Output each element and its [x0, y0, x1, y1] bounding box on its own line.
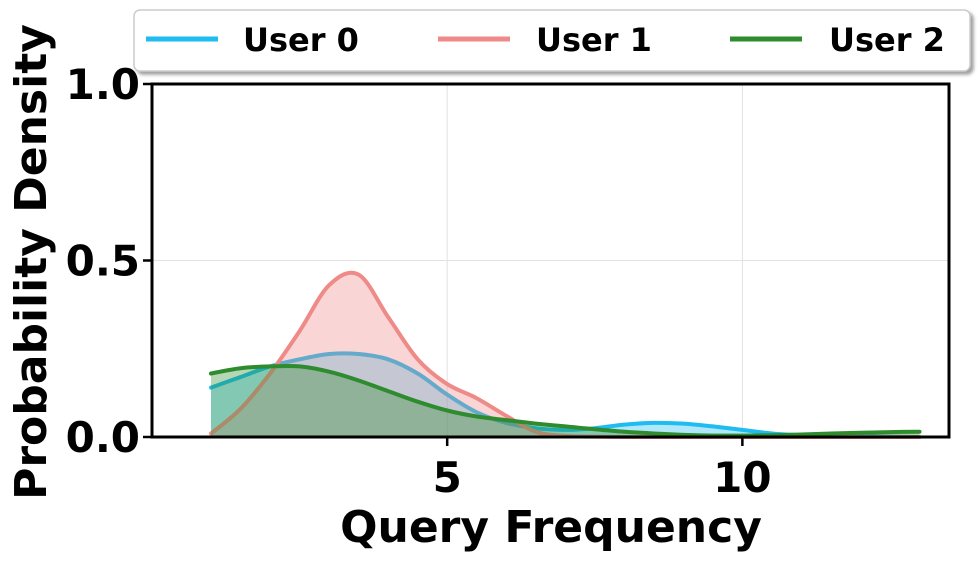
area-user-1 [211, 272, 920, 438]
y-axis-title: Probability Density [6, 24, 57, 500]
series-layer [209, 270, 922, 440]
y-tick-label-2: 1.0 [66, 60, 140, 109]
line-user-2 [209, 363, 922, 438]
legend-box [133, 9, 971, 72]
y-tick-label-1: 0.5 [66, 237, 140, 286]
x-tick-label-0: 5 [433, 453, 462, 502]
ticks: 0.0 0.5 1.0 5 10 [66, 60, 772, 502]
area-user-0 [211, 353, 920, 437]
legend-label-user-2: User 2 [829, 21, 945, 59]
legend-label-user-0: User 0 [243, 21, 359, 59]
y-tick-label-0: 0.0 [66, 413, 140, 462]
legend-label-user-1: User 1 [536, 21, 652, 59]
area-user-2 [211, 365, 920, 437]
legend: User 0 User 1 User 2 [133, 9, 971, 72]
x-axis-title: Query Frequency [340, 502, 762, 553]
x-tick-label-1: 10 [713, 453, 771, 502]
